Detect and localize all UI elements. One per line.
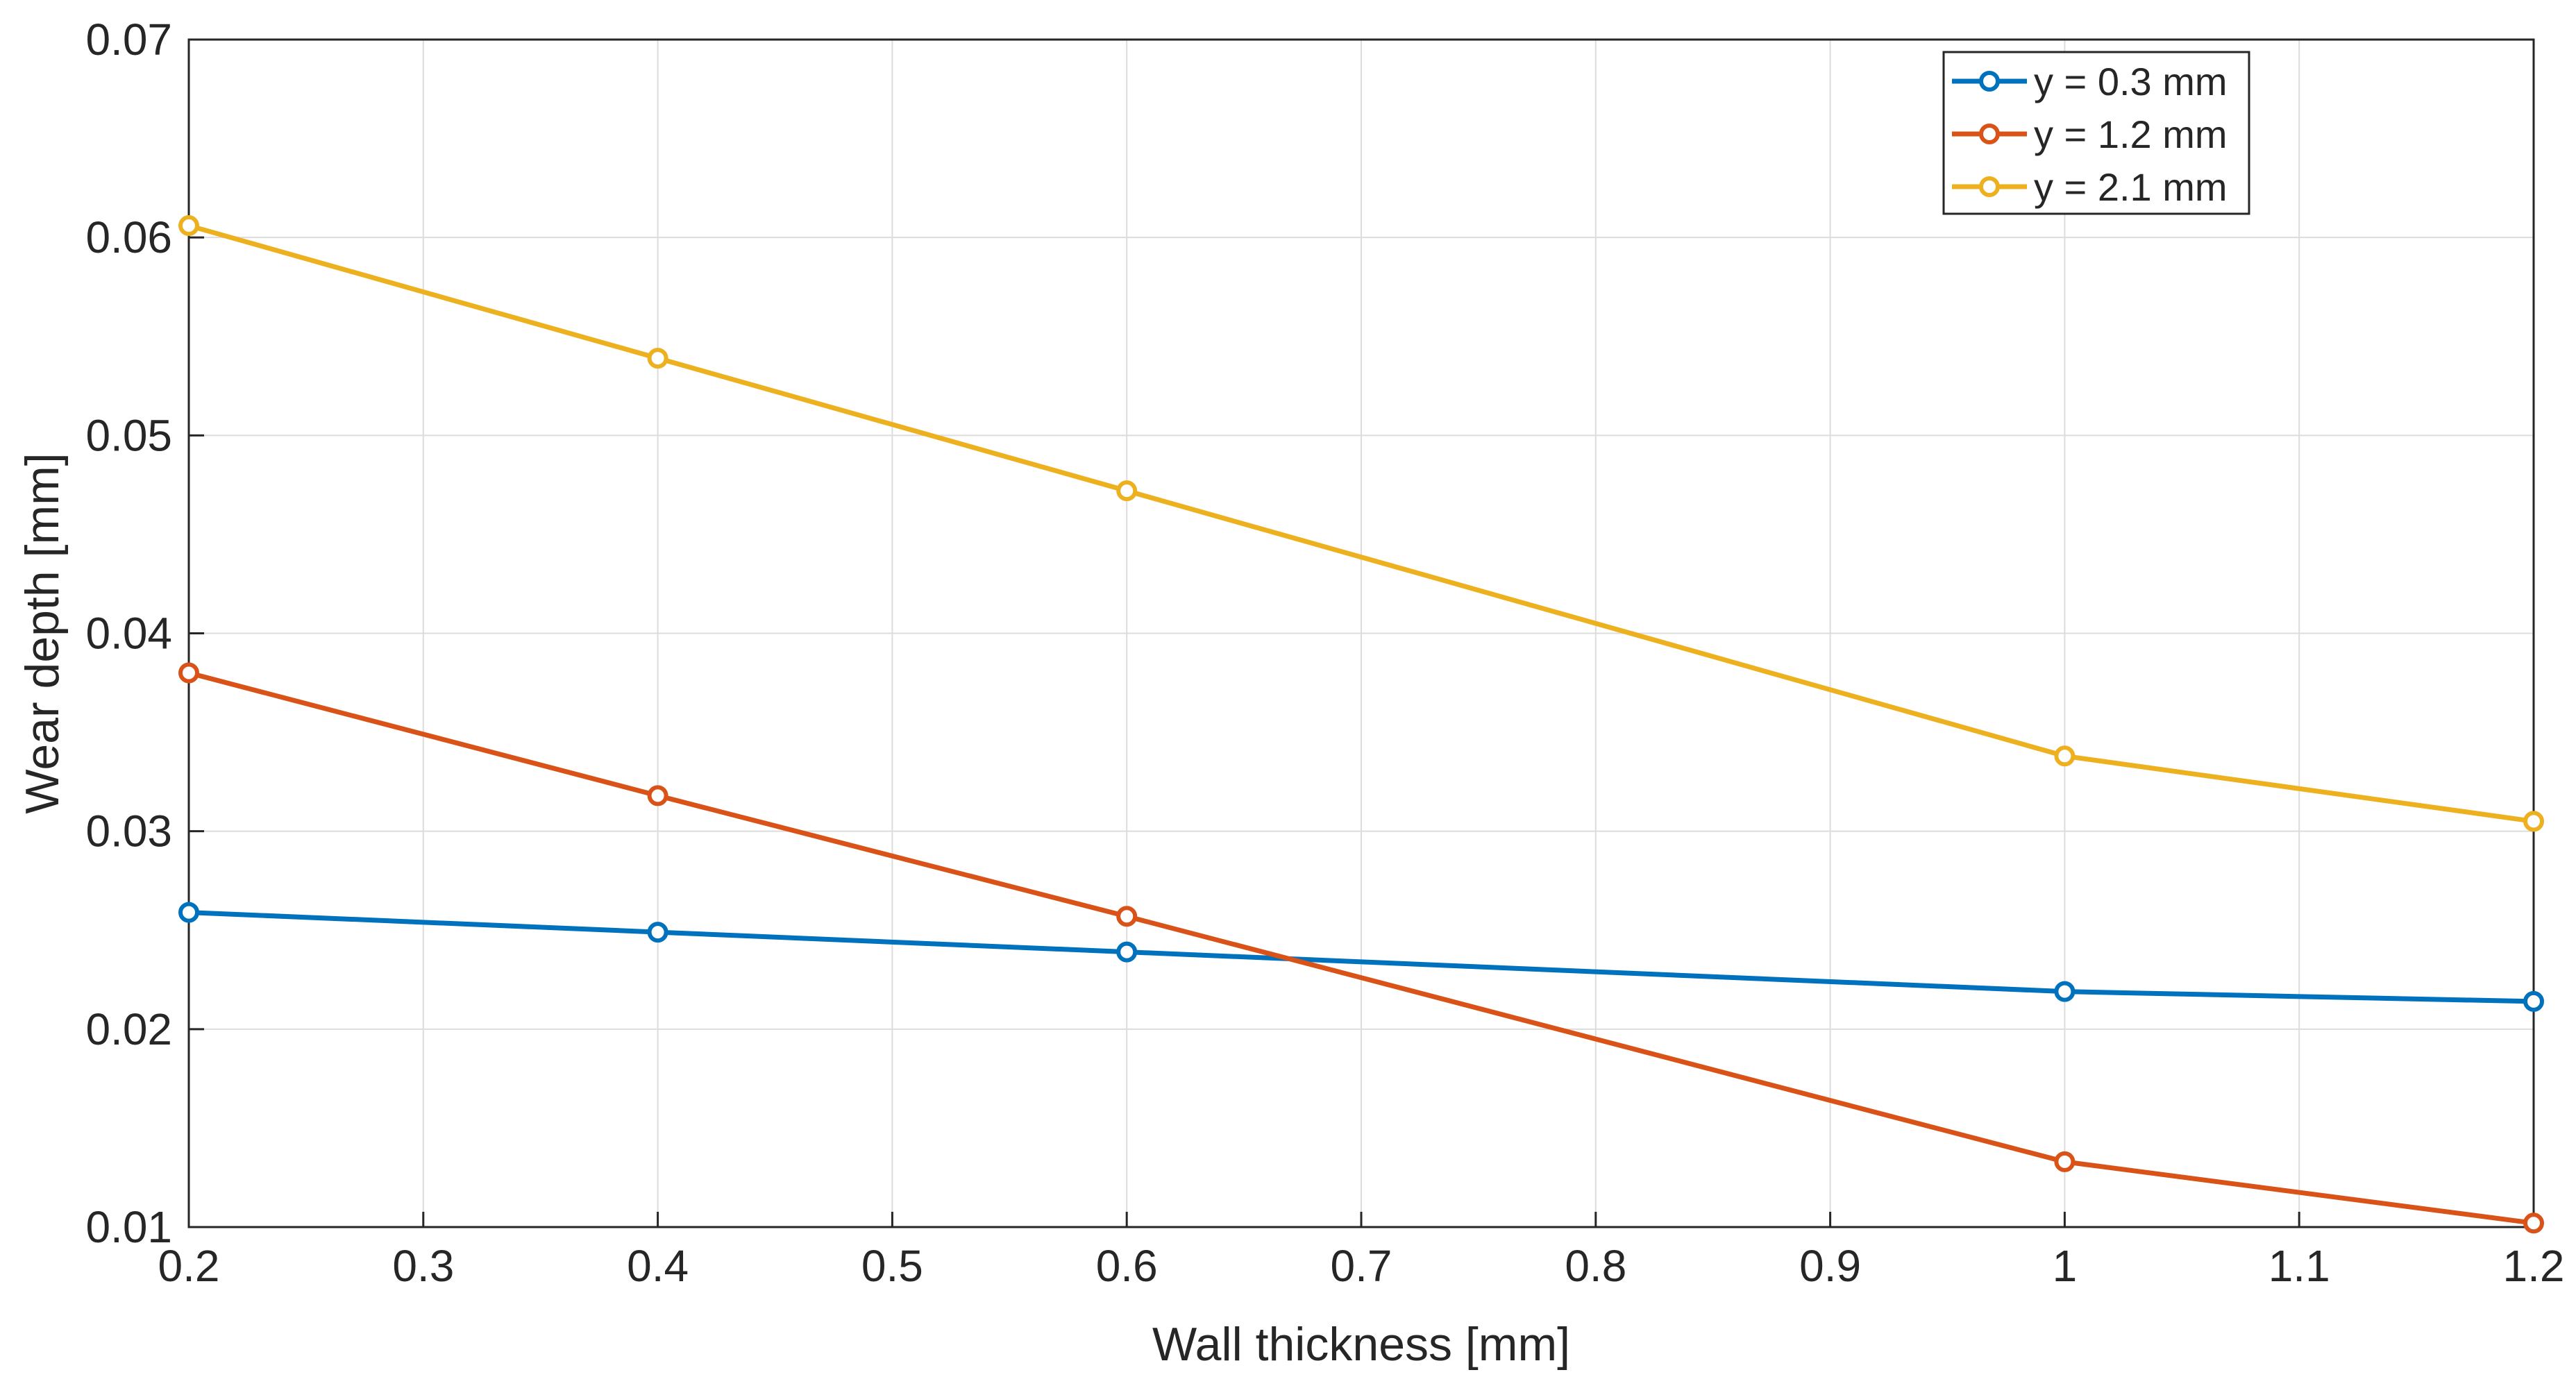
x-axis-label: Wall thickness [mm] xyxy=(1152,1318,1570,1371)
data-point xyxy=(2523,811,2544,832)
legend-label: y = 2.1 mm xyxy=(2034,165,2228,209)
data-point xyxy=(1116,906,1138,927)
series-3 xyxy=(178,215,2544,832)
series-lines xyxy=(178,215,2544,1234)
y-tick-label: 0.01 xyxy=(85,1202,172,1252)
legend-marker xyxy=(1979,71,2000,92)
data-point xyxy=(178,215,199,237)
x-tick-label: 0.2 xyxy=(158,1241,220,1291)
y-tick-label: 0.05 xyxy=(85,410,172,460)
data-point xyxy=(647,785,668,806)
series-1 xyxy=(178,902,2544,1012)
x-tick-label: 0.5 xyxy=(861,1241,923,1291)
x-tick-label: 0.6 xyxy=(1096,1241,1158,1291)
data-point xyxy=(1116,941,1138,963)
legend-label: y = 0.3 mm xyxy=(2034,60,2228,103)
legend-label: y = 1.2 mm xyxy=(2034,112,2228,156)
y-tick-label: 0.02 xyxy=(85,1004,172,1054)
x-tick-label: 0.3 xyxy=(392,1241,454,1291)
data-point xyxy=(1116,480,1138,502)
x-tick-label: 0.9 xyxy=(1799,1241,1861,1291)
y-tick-label: 0.03 xyxy=(85,806,172,856)
x-tick-label: 0.4 xyxy=(627,1241,689,1291)
data-point xyxy=(2523,1212,2544,1234)
data-point xyxy=(2054,1151,2076,1172)
y-tick-label: 0.06 xyxy=(85,212,172,262)
y-tick-label: 0.04 xyxy=(85,609,172,659)
data-point xyxy=(647,922,668,943)
x-tick-label: 1 xyxy=(2053,1241,2078,1291)
data-point xyxy=(2523,990,2544,1012)
series-2 xyxy=(178,662,2544,1234)
legend: y = 0.3 mm y = 1.2 mm y = 2.1 mm xyxy=(1942,51,2250,215)
x-tick-label: 0.8 xyxy=(1565,1241,1626,1291)
data-point xyxy=(178,902,199,923)
data-point xyxy=(2054,981,2076,1002)
x-tick-label: 1.1 xyxy=(2268,1241,2330,1291)
data-point xyxy=(647,348,668,369)
legend-marker xyxy=(1979,176,2000,197)
y-tick-label: 0.07 xyxy=(85,15,172,65)
data-point xyxy=(178,662,199,684)
x-tick-label: 0.7 xyxy=(1331,1241,1392,1291)
y-axis-label: Wear depth [mm] xyxy=(16,453,69,813)
axis-ticks: 0.2 0.3 0.4 0.5 0.6 0.7 0.8 0.9 1 1.1 1.2 0.01 0.02 0… xyxy=(85,15,2564,1291)
legend-marker xyxy=(1979,124,2000,144)
data-point xyxy=(2054,745,2076,767)
x-tick-label: 1.2 xyxy=(2503,1241,2565,1291)
